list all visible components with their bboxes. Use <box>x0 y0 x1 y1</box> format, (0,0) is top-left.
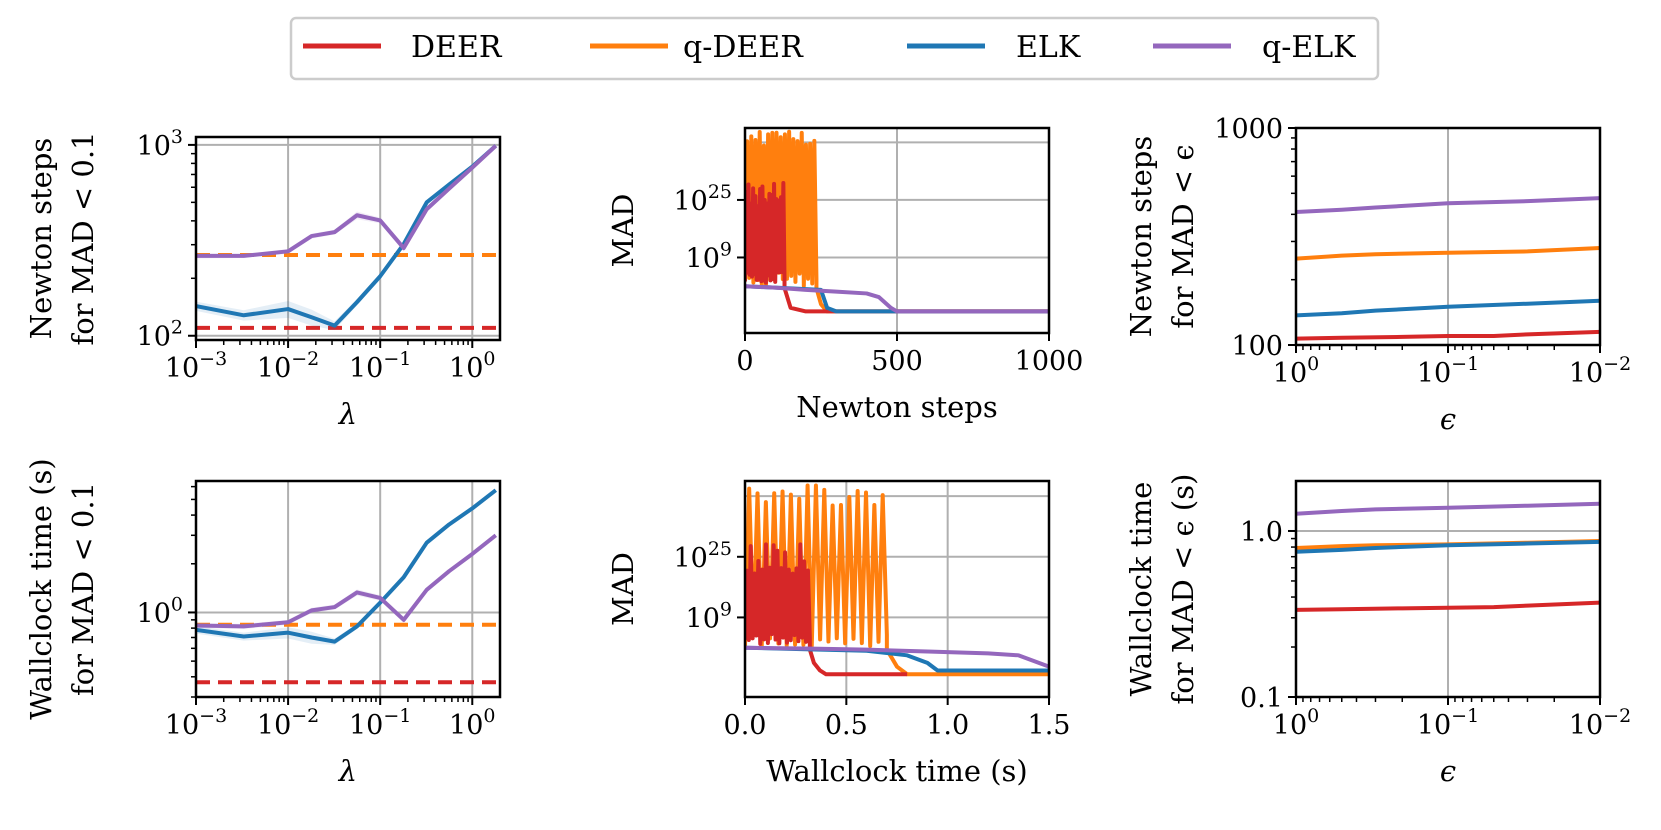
ticks: 10−3 10−2 10−1 100 100 <box>137 485 496 741</box>
series-group <box>1296 501 1600 612</box>
series-q-elk <box>1296 196 1600 215</box>
panel-p6: 100 10−1 10−2 0.1 1.0 ϵ Wallclock time for MAD … <box>1124 474 1631 788</box>
y-axis-label: for MAD < 0.1 <box>66 131 100 345</box>
series-q-elk-band <box>196 534 496 630</box>
y-tick-label: 0.1 <box>1240 683 1283 714</box>
series-elk-band <box>196 144 496 331</box>
ticks: 100 10−1 10−2 100 1000 <box>1214 114 1631 389</box>
x-tick-label: 100 <box>1273 353 1319 389</box>
x-axis-label: ϵ <box>1440 754 1456 788</box>
panel-p3: 100 10−1 10−2 100 1000 ϵ Newton steps for MAD <… <box>1124 114 1631 436</box>
legend-frame <box>289 16 1380 81</box>
x-tick-label: 10−3 <box>165 705 227 741</box>
y-tick-label: 100 <box>137 593 183 629</box>
legend: DEER q-DEER ELK q-ELK <box>289 16 1380 81</box>
y-axis-label: Wallclock time (s) <box>24 458 58 719</box>
x-tick-label: 10−2 <box>1569 705 1631 741</box>
y-tick-label: 1.0 <box>1240 517 1283 548</box>
x-tick-label: 100 <box>449 348 495 384</box>
x-tick-label: 0.0 <box>724 710 767 741</box>
x-tick-label: 100 <box>1273 705 1319 741</box>
x-axis-label: Newton steps <box>796 390 998 424</box>
x-tick-label: 10−2 <box>257 348 319 384</box>
y-tick-label: 1025 <box>673 538 732 574</box>
y-tick-label: 1000 <box>1214 114 1283 145</box>
ticks: 100 10−1 10−2 0.1 1.0 <box>1240 517 1631 741</box>
series-elk <box>1296 539 1600 554</box>
series-deer <box>1296 600 1600 612</box>
series-q-elk <box>745 284 1049 314</box>
legend-label-q-deer: q-DEER <box>683 30 804 65</box>
x-tick-label: 1.0 <box>926 710 969 741</box>
panel-p1: 10−3 10−2 10−1 100 102 103 λ Newton steps for MA… <box>24 126 502 431</box>
series-group <box>196 144 500 331</box>
x-tick-label: 1.5 <box>1028 710 1071 741</box>
x-axis-label: λ <box>338 754 357 788</box>
y-axis-label: for MAD < ϵ <box>1166 144 1200 328</box>
legend-label-deer: DEER <box>411 30 503 65</box>
x-axis-label: λ <box>338 397 357 431</box>
series-q-elk <box>196 533 498 629</box>
series-deer <box>745 180 1049 314</box>
x-axis-label: ϵ <box>1440 402 1456 436</box>
series-q-elk <box>196 144 498 258</box>
legend-label-elk: ELK <box>1016 30 1081 65</box>
x-axis-label: Wallclock time (s) <box>766 754 1027 788</box>
y-tick-label: 100 <box>1231 331 1283 362</box>
series-q-elk <box>745 645 1049 669</box>
series-q-deer <box>1296 245 1600 261</box>
grid <box>1295 481 1601 698</box>
x-tick-label: 0.5 <box>825 710 868 741</box>
series-group <box>745 129 1049 314</box>
x-tick-label: 10−2 <box>257 705 319 741</box>
x-tick-label: 10−1 <box>349 705 411 741</box>
ticks: 0 500 1000 109 1025 <box>673 181 1083 377</box>
panel-p4: 10−3 10−2 10−1 100 100 λ Wallclock time (s) for… <box>24 458 502 788</box>
y-axis-label: for MAD < 0.1 <box>66 482 100 696</box>
y-tick-label: 109 <box>686 598 732 634</box>
x-tick-label: 100 <box>449 705 495 741</box>
x-tick-label: 10−3 <box>165 348 227 384</box>
y-axis-label: Newton steps <box>1124 136 1158 338</box>
x-tick-label: 10−1 <box>349 348 411 384</box>
y-tick-label: 109 <box>686 238 732 274</box>
grid <box>195 481 500 697</box>
y-axis-label: MAD <box>606 552 640 626</box>
axes-frame <box>194 479 502 699</box>
series-deer <box>745 542 908 677</box>
series-deer <box>1296 329 1600 341</box>
series-group <box>1296 196 1600 341</box>
y-tick-label: 102 <box>137 317 183 353</box>
x-tick-label: 10−1 <box>1417 705 1479 741</box>
ticks: 10−3 10−2 10−1 100 102 103 <box>137 126 496 384</box>
x-tick-label: 1000 <box>1015 346 1084 377</box>
x-tick-label: 10−2 <box>1569 353 1631 389</box>
ticks: 0.0 0.5 1.0 1.5 109 1025 <box>673 538 1070 741</box>
axes-frame <box>194 135 502 342</box>
series-group <box>745 483 1049 677</box>
series-elk <box>1296 298 1600 318</box>
series-q-elk-band <box>196 144 496 259</box>
panel-p5: 0.0 0.5 1.0 1.5 109 1025 Wallclock time (s) MAD <box>606 479 1070 788</box>
y-tick-label: 103 <box>137 126 183 162</box>
x-tick-label: 10−1 <box>1417 353 1479 389</box>
series-elk <box>196 144 498 328</box>
series-group <box>196 488 500 685</box>
panel-p2: 0 500 1000 109 1025 Newton steps MAD <box>606 126 1083 424</box>
x-tick-label: 500 <box>871 346 923 377</box>
y-axis-label: Wallclock time <box>1124 482 1158 697</box>
axes-frame <box>743 479 1051 699</box>
x-tick-label: 0 <box>736 346 753 377</box>
legend-label-q-elk: q-ELK <box>1262 30 1356 65</box>
grid <box>195 137 500 340</box>
series-elk <box>196 488 498 644</box>
y-axis-label: Newton steps <box>24 138 58 340</box>
y-tick-label: 1025 <box>673 181 732 217</box>
series-elk-band <box>196 489 496 645</box>
y-axis-label: MAD <box>606 194 640 268</box>
series-q-elk <box>1296 501 1600 516</box>
y-axis-label: for MAD < ϵ (s) <box>1166 474 1200 705</box>
